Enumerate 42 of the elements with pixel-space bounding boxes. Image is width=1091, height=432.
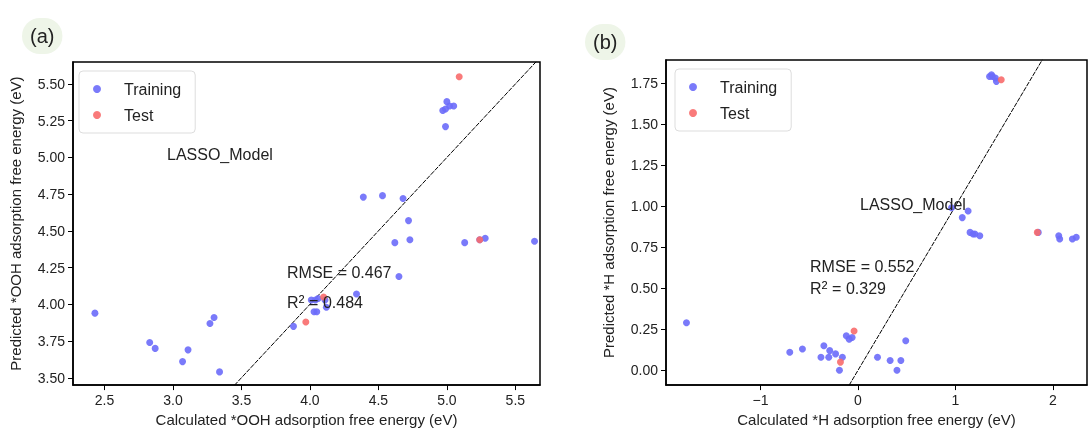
y-tick-label: 1.00 bbox=[630, 198, 659, 215]
legend-label: Training bbox=[720, 78, 778, 96]
y-tick-label: 4.25 bbox=[37, 259, 66, 276]
x-axis-title: Calculated *OOH adsorption free energy (eV) bbox=[155, 411, 458, 428]
y-tick-label: 5.25 bbox=[37, 112, 66, 129]
y-tick-label: 3.75 bbox=[37, 333, 66, 350]
x-tick-label: 4.5 bbox=[368, 392, 389, 409]
x-tick-label: −1 bbox=[752, 392, 769, 409]
chart-title: (a) bbox=[30, 25, 55, 47]
x-tick-label: 5.0 bbox=[437, 392, 457, 409]
annotation: RMSE = 0.467 bbox=[287, 263, 392, 281]
annotation: LASSO_Model bbox=[167, 145, 273, 164]
x-tick-label: 1 bbox=[951, 392, 960, 409]
y-tick-label: 5.00 bbox=[37, 149, 66, 166]
y-tick-label: 4.75 bbox=[37, 186, 66, 203]
annotation: RMSE = 0.552 bbox=[810, 257, 915, 275]
y-tick-label: 0.75 bbox=[630, 239, 659, 256]
y-tick-label: 0.00 bbox=[630, 362, 659, 379]
x-axis-title: Calculated *H adsorption free energy (eV) bbox=[737, 411, 1016, 428]
legend-label: Test bbox=[720, 104, 750, 122]
x-tick-label: 2.5 bbox=[94, 392, 115, 409]
legend-label: Test bbox=[124, 106, 154, 124]
y-tick-label: 5.50 bbox=[37, 76, 66, 93]
y-tick-label: 3.50 bbox=[37, 369, 66, 386]
chart-title: (b) bbox=[593, 31, 618, 53]
x-tick-label: 5.5 bbox=[505, 392, 526, 409]
y-tick-label: 0.25 bbox=[630, 321, 659, 338]
y-tick-label: 0.50 bbox=[630, 280, 659, 297]
y-tick-label: 4.50 bbox=[37, 222, 66, 239]
y-axis-title: Predicted *H adsorption free energy (eV) bbox=[600, 87, 617, 359]
x-tick-label: 3.5 bbox=[231, 392, 252, 409]
x-tick-label: 4.0 bbox=[300, 392, 320, 409]
y-axis-title: Predicted *OOH adsorption free energy (eV) bbox=[7, 76, 24, 371]
y-tick-label: 1.50 bbox=[630, 116, 659, 133]
y-tick-label: 1.25 bbox=[630, 157, 659, 174]
x-tick-label: 2 bbox=[1048, 392, 1057, 409]
annotation: LASSO_Model bbox=[860, 195, 966, 214]
y-tick-label: 4.00 bbox=[37, 296, 66, 313]
y-tick-label: 1.75 bbox=[630, 74, 659, 91]
legend-label: Training bbox=[124, 80, 182, 98]
x-tick-label: 3.0 bbox=[163, 392, 183, 409]
x-tick-label: 0 bbox=[854, 392, 863, 409]
